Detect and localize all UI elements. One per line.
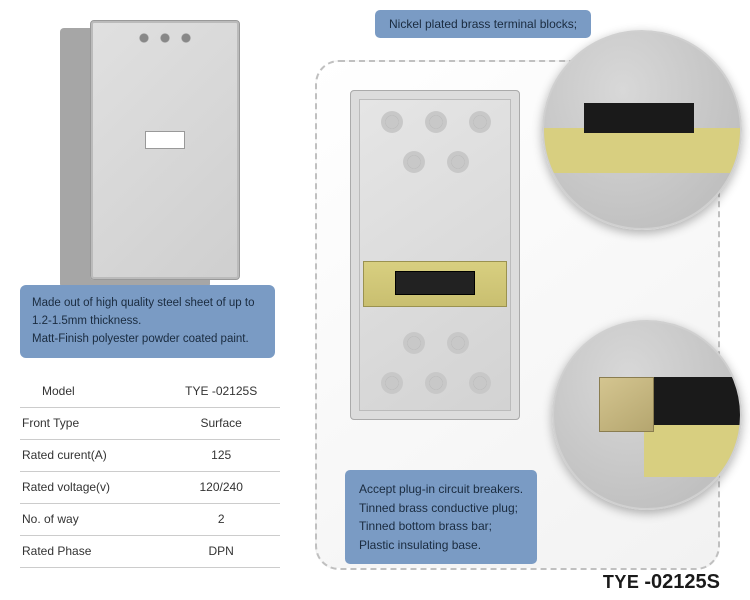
dark-bar (654, 377, 740, 425)
detail-circle-terminal (542, 30, 742, 230)
callout-material: Made out of high quality steel sheet of … (20, 285, 275, 358)
spec-label: Front Type (20, 407, 162, 439)
callout-terminal-text: Nickel plated brass terminal blocks; (389, 17, 577, 31)
terminal-block-closeup (584, 103, 694, 133)
knockout (425, 372, 447, 394)
model-prefix: TYE (603, 572, 640, 592)
knockout (381, 372, 403, 394)
detail-circle-plug (552, 320, 742, 510)
spec-table: ModelTYE -02125SFront TypeSurfaceRated c… (20, 375, 280, 568)
knockout (425, 111, 447, 133)
table-row: Rated PhaseDPN (20, 535, 280, 567)
spec-value: 2 (162, 503, 280, 535)
table-row: Rated curent(A)125 (20, 439, 280, 471)
callout-features-text: Accept plug-in circuit breakers.Tinned b… (359, 482, 523, 552)
knockout (403, 332, 425, 354)
brass-block (599, 377, 654, 432)
table-row: Rated voltage(v)120/240 (20, 471, 280, 503)
terminal-block (395, 271, 475, 295)
spec-table-body: ModelTYE -02125SFront TypeSurfaceRated c… (20, 375, 280, 567)
knockout (447, 151, 469, 173)
spec-value: 125 (162, 439, 280, 471)
knockout (469, 111, 491, 133)
knockout (403, 151, 425, 173)
table-row: ModelTYE -02125S (20, 375, 280, 407)
spec-label: Rated curent(A) (20, 439, 162, 471)
spec-label: Model (20, 375, 162, 407)
callout-features: Accept plug-in circuit breakers.Tinned b… (345, 470, 537, 564)
model-tag: TYE -02125S (603, 571, 720, 594)
spec-value: TYE -02125S (162, 375, 280, 407)
spec-value: DPN (162, 535, 280, 567)
product-image-closed (90, 20, 240, 280)
callout-terminal: Nickel plated brass terminal blocks; (375, 10, 591, 38)
callout-material-text: Made out of high quality steel sheet of … (32, 297, 254, 345)
product-image-open (350, 90, 520, 420)
spec-value: Surface (162, 407, 280, 439)
table-row: No. of way2 (20, 503, 280, 535)
spec-label: Rated Phase (20, 535, 162, 567)
knockout (447, 332, 469, 354)
brass-strip (644, 422, 740, 477)
spec-label: Rated voltage(v) (20, 471, 162, 503)
spec-label: No. of way (20, 503, 162, 535)
spec-value: 120/240 (162, 471, 280, 503)
table-row: Front TypeSurface (20, 407, 280, 439)
switch-window (145, 131, 185, 149)
model-suffix: -02125S (644, 571, 720, 593)
knockout (381, 111, 403, 133)
brass-strip (544, 128, 740, 173)
knockout (469, 372, 491, 394)
